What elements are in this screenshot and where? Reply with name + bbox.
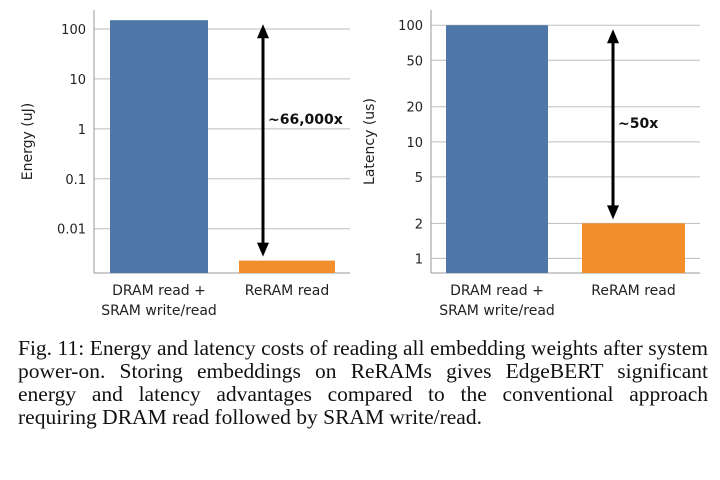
- latency-category-label: SRAM write/read: [439, 303, 555, 319]
- latency-ytick-label: 10: [406, 136, 423, 151]
- energy-category-label: DRAM read +: [112, 283, 206, 299]
- energy-y-axis-label: Energy (uJ): [20, 103, 36, 180]
- energy-ytick-label: 10: [69, 73, 86, 88]
- latency-ytick-label: 2: [415, 217, 423, 232]
- latency-ytick-label: 20: [406, 101, 423, 116]
- energy-ytick-label: 0.01: [57, 223, 86, 238]
- latency-ytick-label: 1: [415, 252, 423, 267]
- latency-ytick-label: 50: [406, 54, 423, 69]
- latency-bar: [446, 25, 548, 273]
- latency-ytick-label: 5: [415, 171, 423, 186]
- latency-category-label: ReRAM read: [591, 283, 676, 299]
- energy-category-label: SRAM write/read: [101, 303, 217, 319]
- energy-ratio-annotation: ~66,000x: [268, 112, 343, 128]
- energy-arrowhead-up: [257, 24, 269, 39]
- energy-ytick-label: 100: [61, 23, 86, 38]
- latency-arrowhead-up: [607, 29, 619, 44]
- energy-bar: [110, 20, 208, 274]
- latency-ytick-label: 100: [398, 19, 423, 34]
- latency-arrowhead-down: [607, 205, 619, 220]
- energy-bar: [239, 260, 335, 273]
- figure-caption: Fig. 11: Energy and latency costs of rea…: [18, 336, 708, 429]
- energy-arrowhead-down: [257, 242, 269, 257]
- latency-category-label: DRAM read +: [450, 283, 544, 299]
- latency-ratio-annotation: ~50x: [618, 116, 658, 132]
- energy-ytick-label: 0.1: [65, 173, 86, 188]
- energy-category-label: ReRAM read: [245, 283, 330, 299]
- latency-y-axis-label: Latency (us): [362, 98, 378, 185]
- latency-bar: [582, 223, 685, 273]
- energy-ytick-label: 1: [78, 123, 86, 138]
